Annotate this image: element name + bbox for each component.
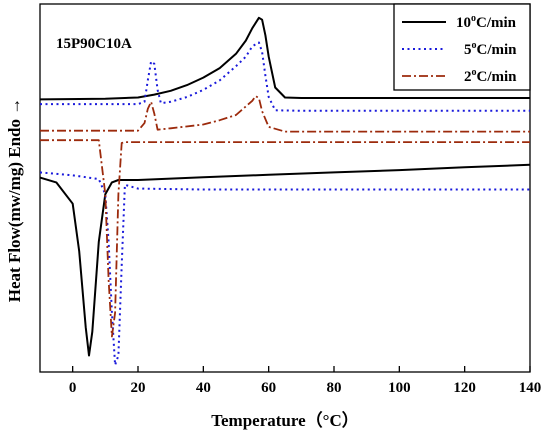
x-tick-label: 100 bbox=[388, 380, 411, 396]
x-tick-label: 80 bbox=[327, 380, 342, 396]
series-layer bbox=[39, 16, 531, 366]
x-tick-label: 40 bbox=[196, 380, 211, 396]
legend-box bbox=[393, 3, 531, 91]
x-tick-label: 120 bbox=[453, 380, 476, 396]
legend: 10oC/min 5oC/min 2oC/min bbox=[393, 3, 531, 91]
legend-label-3: 2oC/min bbox=[464, 67, 517, 85]
legend-label-2: 5oC/min bbox=[464, 40, 517, 58]
x-axis-title: Temperature（°C） bbox=[211, 410, 359, 430]
series-2-heating-line bbox=[40, 41, 530, 112]
series-2-cooling-line bbox=[39, 171, 530, 366]
x-tick-label: 60 bbox=[261, 380, 276, 396]
series-1-cooling-line bbox=[39, 163, 531, 357]
legend-entries: 10oC/min 5oC/min 2oC/min bbox=[402, 13, 517, 85]
legend-label-1: 10oC/min bbox=[456, 13, 517, 31]
y-axis-title: Heat Flow(mw/mg) Endo → bbox=[5, 98, 24, 302]
series-1-heating-line bbox=[39, 16, 530, 101]
x-tick-label: 0 bbox=[69, 380, 77, 396]
sample-annotation: 15P90C10A bbox=[56, 36, 132, 52]
series-3-heating-line bbox=[40, 95, 530, 133]
x-tick-label: 140 bbox=[519, 380, 542, 396]
x-axis: 0 20 40 60 80 100 120 140 bbox=[69, 366, 541, 396]
plot-frame bbox=[39, 3, 531, 373]
x-tick-label: 20 bbox=[131, 380, 146, 396]
series-3-cooling-line bbox=[40, 139, 530, 338]
